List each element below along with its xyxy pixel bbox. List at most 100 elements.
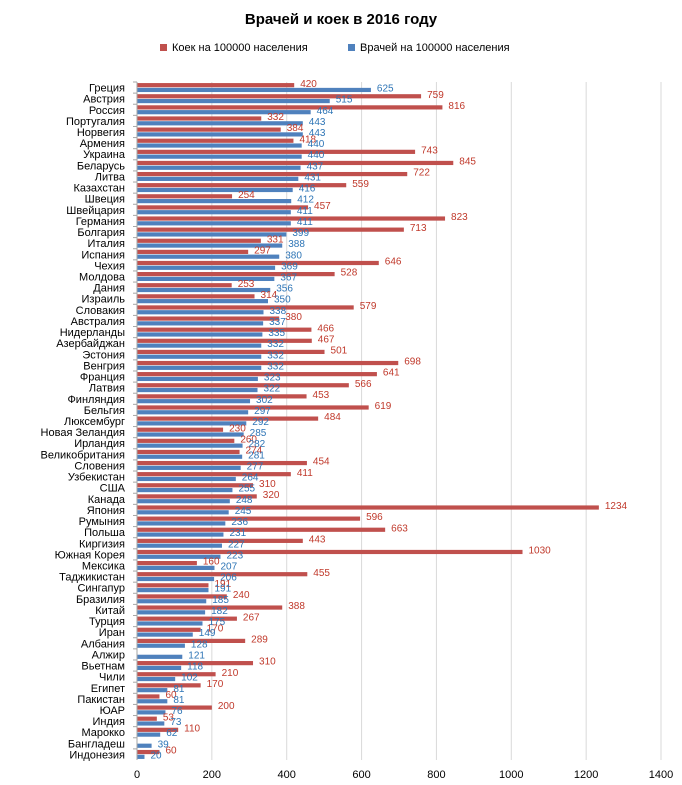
category-label: Россия xyxy=(89,105,125,117)
category-label: Турция xyxy=(89,616,125,628)
bar-beds xyxy=(137,616,237,621)
data-label-doctors: 282 xyxy=(249,439,266,450)
data-label-beds: 200 xyxy=(218,701,235,712)
category-label: Иран xyxy=(99,627,125,639)
category-label: Бангладеш xyxy=(68,738,125,750)
category-label: Канада xyxy=(88,494,126,506)
bar-beds xyxy=(137,527,386,532)
data-label-doctors: 388 xyxy=(288,239,305,250)
category-label: Марокко xyxy=(81,727,125,739)
data-label-beds: 722 xyxy=(413,168,430,179)
bar-beds xyxy=(137,672,216,677)
data-label-beds: 53 xyxy=(163,712,175,723)
bar-doctors xyxy=(137,510,229,515)
bar-doctors xyxy=(137,365,262,370)
bar-beds xyxy=(137,338,312,343)
bar-beds xyxy=(137,383,349,388)
bar-beds xyxy=(137,272,335,277)
bar-doctors xyxy=(137,132,303,137)
axis: 0 200 400 600 800 1000 1200 1400 ГрецияАвстрияРо… xyxy=(41,81,673,781)
data-label-doctors: 332 xyxy=(267,361,284,372)
x-tick-label-1000: 1000 xyxy=(499,769,523,781)
category-label: Молдова xyxy=(79,272,126,284)
bar-beds xyxy=(137,149,416,154)
category-label: Армения xyxy=(80,138,125,150)
bar-doctors xyxy=(137,354,262,359)
bar-beds xyxy=(137,249,249,254)
data-label-beds: 160 xyxy=(203,557,220,568)
bar-doctors xyxy=(137,276,275,282)
data-label-doctors: 297 xyxy=(254,406,271,417)
category-label: Италия xyxy=(88,238,126,250)
bar-beds xyxy=(137,549,523,555)
bar-doctors xyxy=(137,621,203,626)
category-label: Япония xyxy=(87,505,125,517)
data-label-beds: 420 xyxy=(300,79,317,90)
data-label-beds: 579 xyxy=(360,301,377,312)
category-label: Румыния xyxy=(79,516,125,528)
bar-doctors xyxy=(137,543,222,548)
data-label-beds: 454 xyxy=(313,457,330,468)
bar-beds xyxy=(137,116,262,121)
bar-beds xyxy=(137,727,179,732)
bar-beds xyxy=(137,360,399,366)
data-label-beds: 332 xyxy=(267,112,284,123)
data-label-doctors: 223 xyxy=(226,550,243,561)
bar-beds xyxy=(137,683,201,688)
bar-beds xyxy=(137,605,283,610)
category-label: Латвия xyxy=(89,383,125,395)
bar-beds xyxy=(137,171,408,177)
bar-beds xyxy=(137,260,379,266)
bar-beds xyxy=(137,405,369,410)
data-label-beds: 528 xyxy=(341,268,358,279)
data-label-beds: 759 xyxy=(427,90,444,101)
bar-doctors xyxy=(137,465,241,470)
bar-beds xyxy=(137,372,377,377)
bar-doctors xyxy=(137,554,221,559)
data-label-doctors: 337 xyxy=(269,317,286,328)
category-label: Австралия xyxy=(71,316,125,328)
data-label-doctors: 399 xyxy=(292,228,309,239)
category-label: Казахстан xyxy=(73,183,125,195)
bar-doctors xyxy=(137,710,166,715)
category-label: Испания xyxy=(81,249,125,261)
bar-doctors xyxy=(137,499,230,504)
bar-beds xyxy=(137,227,404,232)
bar-doctors xyxy=(137,454,243,459)
data-label-doctors: 440 xyxy=(308,139,325,150)
bar-doctors xyxy=(137,599,207,604)
data-label-beds: 619 xyxy=(375,401,392,412)
data-label-beds: 60 xyxy=(165,690,177,701)
category-label: Польша xyxy=(84,527,126,539)
bar-doctors xyxy=(137,399,251,404)
data-label-doctors: 302 xyxy=(256,395,273,406)
data-label-beds: 418 xyxy=(299,134,316,145)
bar-beds xyxy=(137,105,443,110)
data-label-doctors: 277 xyxy=(247,461,264,472)
bar-doctors xyxy=(137,110,311,115)
data-label-beds: 743 xyxy=(421,145,438,156)
category-label: Чехия xyxy=(94,260,125,272)
category-label: Швеция xyxy=(85,194,125,206)
bar-doctors xyxy=(137,121,303,126)
data-label-doctors: 443 xyxy=(309,117,326,128)
data-label-beds: 170 xyxy=(207,679,224,690)
data-label-beds: 816 xyxy=(448,101,465,112)
data-label-doctors: 207 xyxy=(220,561,237,572)
legend-swatch-0 xyxy=(160,44,167,51)
bar-doctors xyxy=(137,421,247,426)
bar-doctors xyxy=(137,688,168,693)
data-label-beds: 566 xyxy=(355,379,372,390)
data-label-doctors: 335 xyxy=(268,328,285,339)
bar-doctors xyxy=(137,665,182,671)
bar-beds xyxy=(137,94,422,99)
category-label: Египет xyxy=(91,683,125,695)
category-label: Беларусь xyxy=(77,160,125,172)
data-label-beds: 559 xyxy=(352,179,369,190)
data-label-beds: 455 xyxy=(313,568,330,579)
bar-beds xyxy=(137,216,446,221)
bar-beds xyxy=(137,316,280,321)
data-label-doctors: 380 xyxy=(285,250,302,261)
category-label: Австрия xyxy=(83,94,125,106)
bar-beds xyxy=(137,583,209,588)
